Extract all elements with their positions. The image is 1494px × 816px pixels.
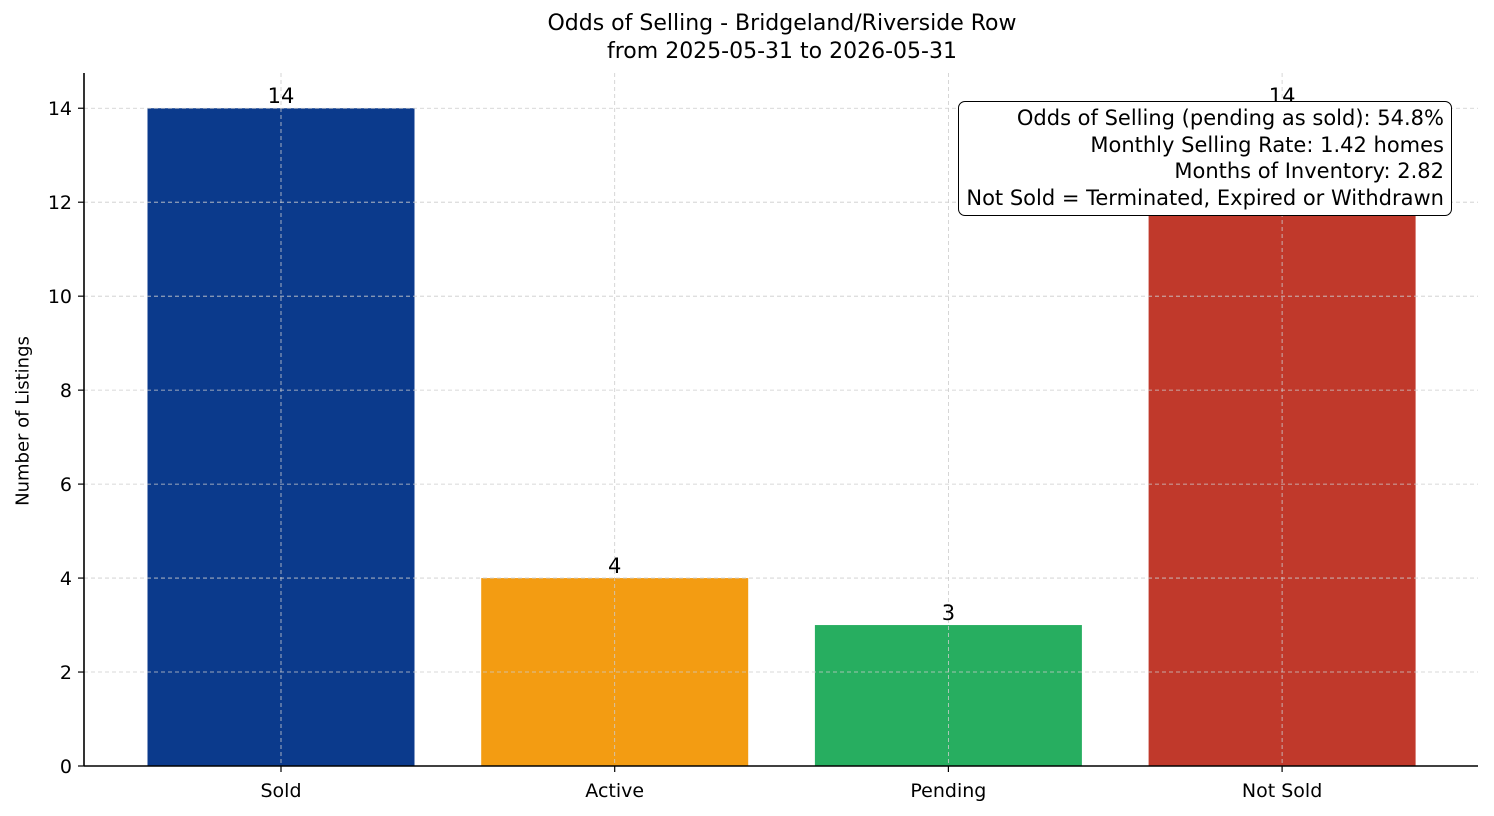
y-tick-label: 2 bbox=[60, 662, 72, 684]
y-tick-label: 0 bbox=[60, 756, 72, 778]
bar-pending bbox=[814, 625, 1082, 766]
x-tick-label: Sold bbox=[260, 780, 301, 802]
y-tick-label: 6 bbox=[60, 474, 72, 496]
y-tick-label: 8 bbox=[60, 380, 72, 402]
bar-value-label: 14 bbox=[268, 84, 295, 108]
y-tick-label: 14 bbox=[48, 98, 72, 120]
chart-title: Odds of Selling - Bridgeland/Riverside R… bbox=[547, 11, 1017, 36]
chart-subtitle: from 2025-05-31 to 2026-05-31 bbox=[607, 39, 957, 64]
bar-value-label: 3 bbox=[942, 601, 955, 625]
annotation-not-sold-definition: Not Sold = Terminated, Expired or Withdr… bbox=[966, 185, 1444, 210]
y-tick-label: 12 bbox=[48, 192, 72, 214]
x-tick-label: Not Sold bbox=[1242, 780, 1322, 802]
x-tick-label: Active bbox=[585, 780, 644, 802]
annotation-odds: Odds of Selling (pending as sold): 54.8% bbox=[1016, 106, 1444, 130]
x-tick-label: Pending bbox=[910, 780, 986, 802]
y-tick-label: 4 bbox=[60, 568, 72, 590]
annotation-selling-rate: Monthly Selling Rate: 1.42 homes bbox=[1090, 132, 1444, 157]
stats-annotation-box: Odds of Selling (pending as sold): 54.8%… bbox=[958, 101, 1452, 216]
bar-value-label: 4 bbox=[608, 554, 621, 578]
annotation-months-inventory: Months of Inventory: 2.82 bbox=[1174, 159, 1444, 183]
y-tick-label: 10 bbox=[48, 286, 72, 308]
